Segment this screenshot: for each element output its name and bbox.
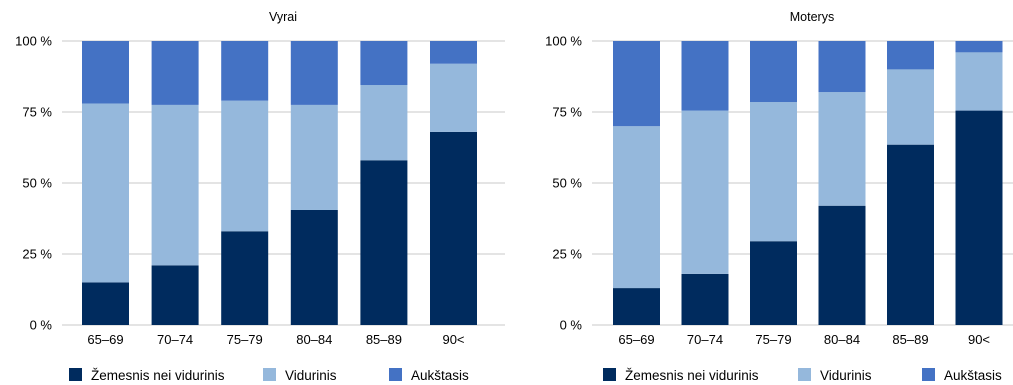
bar-segment	[82, 41, 129, 104]
legend-swatch	[798, 368, 811, 381]
y-tick-label: 0 %	[560, 318, 583, 333]
bar-segment	[887, 144, 934, 325]
y-tick-label: 75 %	[552, 105, 582, 120]
x-tick-label: 85–89	[366, 332, 402, 347]
bar-segment	[360, 85, 408, 161]
chart-vyrai: Vyrai 0 % 25 % 50 % 75 % 100 % 65–69 70–74 75–…	[0, 0, 505, 385]
bar-segment	[82, 103, 129, 283]
bar-segment	[221, 231, 269, 325]
legend-swatch	[263, 368, 276, 381]
x-tick-label: 70–74	[157, 332, 193, 347]
x-tick-label: 65–69	[87, 332, 123, 347]
bar-segment	[955, 41, 1003, 53]
y-tick-label: 25 %	[22, 247, 52, 262]
x-tick-label: 85–89	[892, 332, 928, 347]
bar-segment	[430, 63, 477, 132]
legend-swatch	[922, 368, 935, 381]
legend-label: Žemesnis nei vidurinis	[91, 368, 225, 383]
legend-label: Aukštasis	[411, 368, 469, 383]
x-tick-label: 70–74	[687, 332, 723, 347]
bar-segment	[613, 126, 660, 289]
bar-segment	[750, 41, 797, 103]
bar-segment	[681, 41, 729, 111]
chart-title: Vyrai	[269, 10, 297, 24]
bar-segment	[750, 241, 797, 325]
bar-segment	[221, 41, 269, 101]
chart-vyrai-svg: Vyrai 0 % 25 % 50 % 75 % 100 % 65–69 70–74 75–…	[15, 10, 505, 383]
bar-segment	[818, 205, 866, 325]
x-tick-label: 65–69	[618, 332, 654, 347]
y-tick-label: 0 %	[30, 318, 53, 333]
x-tick-label: 80–84	[824, 332, 860, 347]
bar-segment	[360, 41, 408, 86]
x-tick-label: 75–79	[227, 332, 263, 347]
bar-segment	[887, 41, 934, 70]
bar-segment	[887, 69, 934, 145]
bar-segment	[818, 92, 866, 206]
y-tick-label: 100 %	[15, 34, 52, 49]
legend-label: Vidurinis	[285, 368, 337, 383]
y-tick-label: 50 %	[552, 176, 582, 191]
bar-segment	[955, 52, 1003, 111]
bar-segment	[681, 110, 729, 274]
bar-segment	[955, 110, 1003, 325]
bar-segment	[750, 102, 797, 242]
x-tick-label: 90<	[442, 332, 464, 347]
bar-segment	[151, 265, 199, 325]
bar-segment	[430, 41, 477, 64]
x-tick-label: 75–79	[755, 332, 791, 347]
x-tick-label: 80–84	[296, 332, 332, 347]
y-tick-label: 100 %	[545, 34, 582, 49]
bar-segment	[290, 104, 338, 210]
bar-segment	[430, 131, 477, 325]
chart-moterys-svg: Moterys 0 % 25 % 50 % 75 % 100 % 65–69 70–74 7…	[545, 10, 1013, 383]
bar-segment	[360, 160, 408, 325]
bar-segment	[290, 209, 338, 325]
y-tick-label: 50 %	[22, 176, 52, 191]
legend-swatch	[69, 368, 82, 381]
legend-swatch	[603, 368, 616, 381]
bar-segment	[82, 282, 129, 325]
bar-segment	[681, 273, 729, 325]
bar-segment	[151, 41, 199, 105]
bar-segment	[290, 41, 338, 105]
bar-segment	[151, 104, 199, 266]
y-tick-label: 25 %	[552, 247, 582, 262]
legend-label: Žemesnis nei vidurinis	[625, 368, 759, 383]
bar-segment	[818, 41, 866, 93]
bar-segment	[613, 41, 660, 127]
y-tick-label: 75 %	[22, 105, 52, 120]
legend-swatch	[389, 368, 402, 381]
legend-label: Aukštasis	[944, 368, 1002, 383]
legend-label: Vidurinis	[820, 368, 872, 383]
chart-title: Moterys	[790, 10, 834, 24]
bar-segment	[221, 100, 269, 232]
x-tick-label: 90<	[968, 332, 990, 347]
chart-moterys: Moterys 0 % 25 % 50 % 75 % 100 % 65–69 70–74 7…	[507, 0, 1013, 385]
bar-segment	[613, 288, 660, 325]
